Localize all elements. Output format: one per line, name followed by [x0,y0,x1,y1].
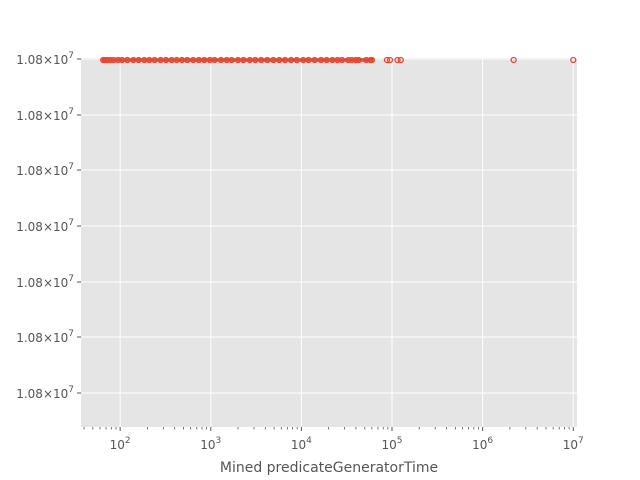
x-tick-label-2: 104 [291,436,312,452]
y-tick-label-1: 1.08×107 [16,107,74,123]
y-tick-label-0: 1.08×107 [16,51,74,67]
data-point-54 [386,56,394,64]
y-tick-label-4: 1.08×107 [16,274,74,290]
y-tick-label-3: 1.08×107 [16,218,74,234]
y-tick-label-2: 1.08×107 [16,162,74,178]
x-axis-label: Mined predicateGeneratorTime [220,460,438,476]
y-tick-label-6: 1.08×107 [16,385,74,401]
y-tick-label-5: 1.08×107 [16,329,74,345]
x-tick-label-5: 107 [563,436,584,452]
plot-background [81,58,577,427]
x-tick-label-0: 102 [110,436,131,452]
x-tick-label-1: 103 [200,436,221,452]
x-tick-label-3: 105 [381,436,402,452]
data-points [100,56,577,64]
data-point-57 [510,56,517,64]
y-ticks: 1.08×107 1.08×107 1.08×107 1.08×107 1.08×107… [16,51,81,401]
data-point-53 [383,56,391,64]
x-tick-label-4: 106 [472,436,493,452]
x-ticks: 102 103 104 105 106 107 [83,427,584,452]
data-point-55 [394,56,401,64]
data-point-56 [397,56,404,64]
grid-lines [82,58,577,427]
data-point-58 [570,56,577,64]
